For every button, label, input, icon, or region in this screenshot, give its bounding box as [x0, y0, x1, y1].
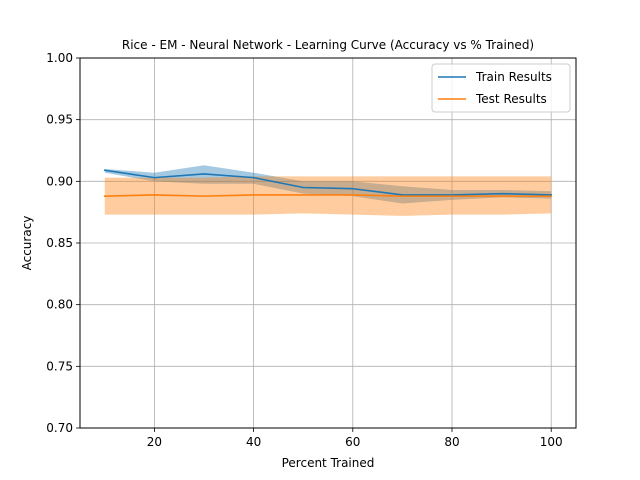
y-tick-label: 0.70 [46, 421, 73, 435]
series-line-train [103, 169, 553, 196]
x-tick-label: 20 [147, 435, 162, 449]
grid-lines [80, 57, 576, 429]
confidence-band-test [104, 176, 552, 216]
y-tick-label: 0.75 [46, 359, 73, 373]
legend-box [431, 63, 571, 113]
legend-label: Test Results [475, 92, 547, 106]
confidence-bands [104, 165, 552, 216]
x-tick-label: 100 [540, 435, 563, 449]
y-axis-ticks: 0.70 0.75 0.80 0.85 0.90 0.95 1.00 [46, 51, 80, 435]
x-axis-label: Percent Trained [282, 456, 375, 470]
x-tick-label: 80 [444, 435, 459, 449]
x-tick-label: 40 [246, 435, 261, 449]
x-tick-label: 60 [345, 435, 360, 449]
x-axis-ticks: 20 40 60 80 100 [147, 428, 563, 449]
y-tick-label: 1.00 [46, 51, 73, 65]
y-tick-label: 0.85 [46, 236, 73, 250]
y-tick-label: 0.90 [46, 174, 73, 188]
y-axis-label: Accuracy [20, 216, 34, 271]
series-lines [103, 169, 553, 197]
chart-title: Rice - EM - Neural Network - Learning Cu… [122, 38, 534, 52]
y-tick-label: 0.95 [46, 113, 73, 127]
legend-label: Train Results [475, 70, 552, 84]
y-tick-label: 0.80 [46, 298, 73, 312]
legend: Train Results Test Results [431, 63, 571, 113]
series-line-test [103, 194, 553, 197]
